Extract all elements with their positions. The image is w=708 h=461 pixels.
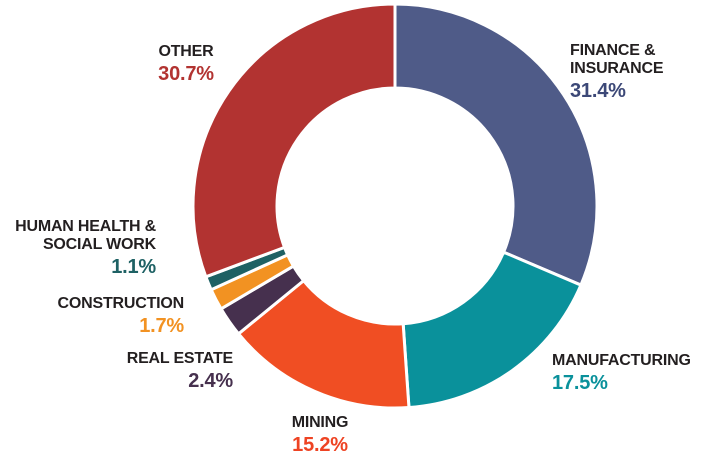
slice-other <box>191 2 397 279</box>
label-construction: CONSTRUCTION 1.7% <box>57 295 185 337</box>
label-finance-insurance-name: FINANCE & INSURANCE <box>570 42 664 77</box>
label-construction-pct: 1.7% <box>139 315 184 337</box>
label-other-name: OTHER <box>158 43 214 60</box>
slice-finance-insurance <box>393 2 599 288</box>
label-real-estate-name: REAL ESTATE <box>126 350 233 367</box>
label-mining-pct: 15.2% <box>292 434 348 456</box>
label-human-health-social-work-name: HUMAN HEALTH & SOCIAL WORK <box>15 218 156 253</box>
label-finance-insurance: FINANCE & INSURANCE 31.4% <box>570 42 664 102</box>
label-human-health-social-work-pct: 1.1% <box>111 256 156 278</box>
label-finance-insurance-pct: 31.4% <box>570 80 626 102</box>
label-manufacturing-name: MANUFACTURING <box>552 352 691 369</box>
label-mining: MINING 15.2% <box>258 414 382 456</box>
label-manufacturing-pct: 17.5% <box>552 372 608 394</box>
label-construction-name: CONSTRUCTION <box>57 295 185 312</box>
label-human-health-social-work: HUMAN HEALTH & SOCIAL WORK 1.1% <box>15 218 156 278</box>
label-mining-name: MINING <box>291 414 349 431</box>
label-other-pct: 30.7% <box>158 63 214 85</box>
label-manufacturing: MANUFACTURING 17.5% <box>552 352 691 394</box>
label-real-estate-pct: 2.4% <box>188 370 233 392</box>
label-real-estate: REAL ESTATE 2.4% <box>127 350 233 392</box>
label-other: OTHER 30.7% <box>126 43 246 85</box>
